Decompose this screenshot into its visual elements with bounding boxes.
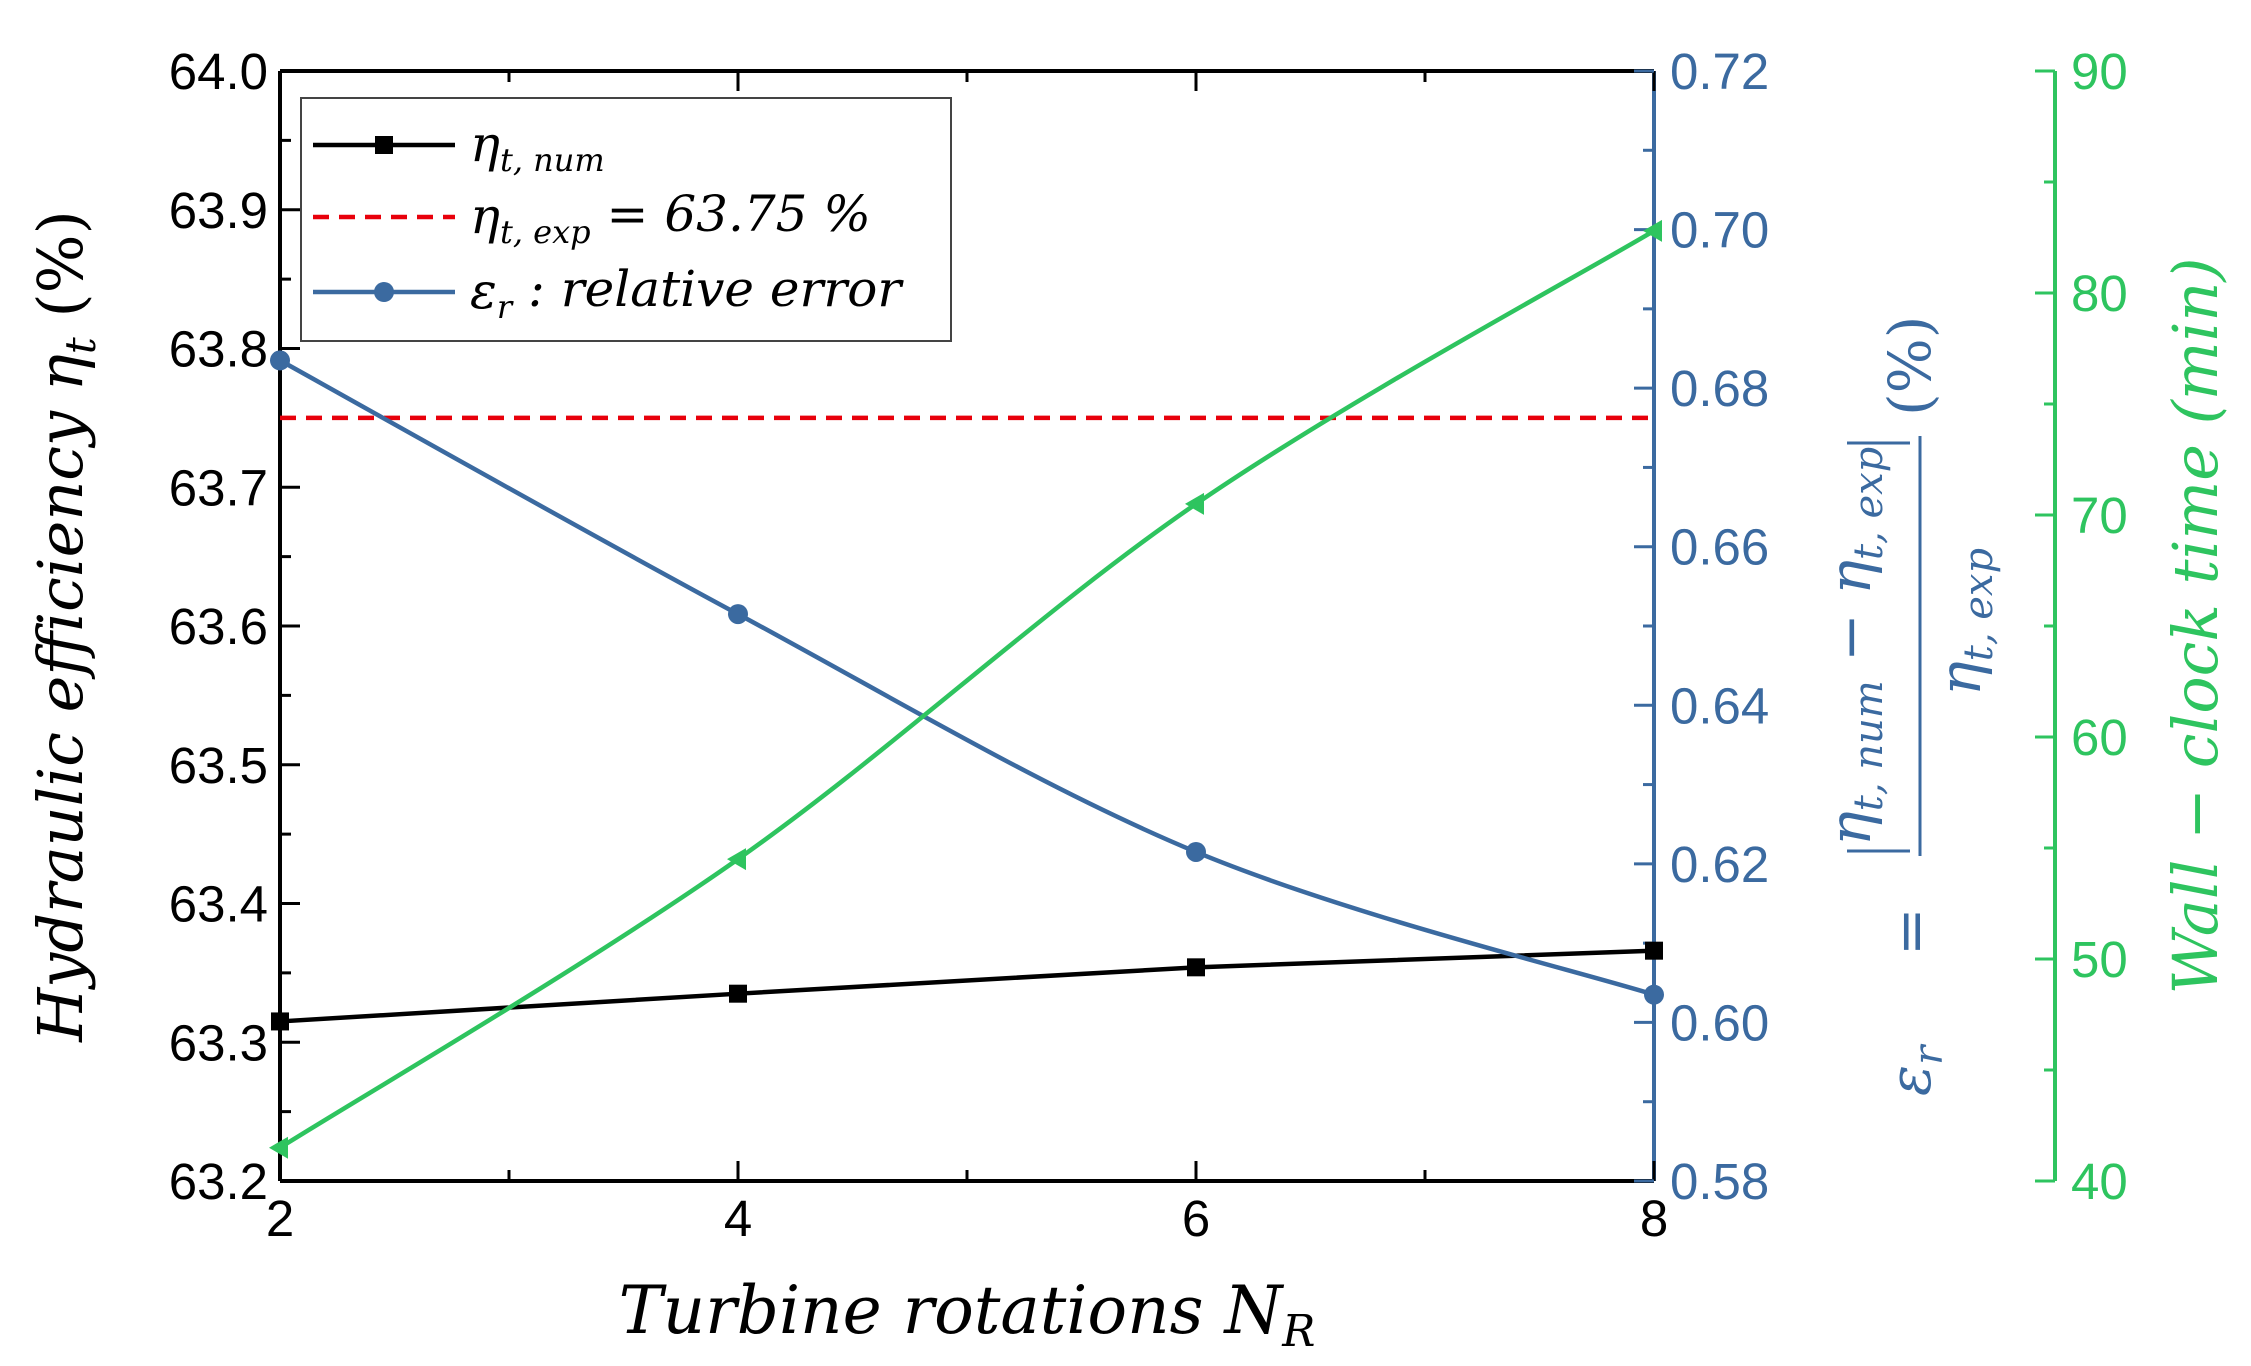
left-tick-label: 63.9 — [169, 182, 268, 239]
right-label-pct: (%) — [1876, 316, 1944, 416]
legend-symbol: η — [470, 115, 500, 173]
series-line — [278, 358, 1655, 997]
data-point — [727, 848, 746, 871]
series-2 — [270, 350, 1664, 1005]
left-axis-label-group: Hydraulic efficiency ηt (%) — [24, 210, 105, 1043]
left-tick-label: 63.2 — [169, 1153, 268, 1210]
data-point — [271, 1012, 289, 1031]
x-tick-label: 6 — [1182, 1190, 1210, 1247]
legend-item: εr : relative error — [313, 260, 904, 326]
data-point — [729, 984, 747, 1003]
data-point — [1643, 219, 1662, 242]
left-label-unit: (%) — [24, 210, 97, 337]
green-tick-label: 50 — [2071, 931, 2128, 988]
legend-label: εr : relative error — [470, 260, 904, 326]
left-tick-label: 63.5 — [169, 737, 268, 794]
data-point — [1644, 984, 1664, 1005]
left-tick-label: 63.3 — [169, 1014, 268, 1071]
right-tick-label: 0.64 — [1670, 677, 1769, 734]
right-label-epsilon: ε — [1876, 1065, 1944, 1096]
series-line — [278, 228, 1656, 1150]
green-axis-label: Wall − clock time (min) — [2159, 257, 2232, 994]
green-tick-label: 60 — [2071, 709, 2128, 766]
data-point — [728, 604, 748, 625]
legend-symbol: η — [470, 187, 500, 245]
data-point — [1186, 841, 1206, 862]
x-axis-label: Turbine rotations NR — [619, 1272, 1316, 1357]
right-label-equals: = — [1876, 907, 1944, 956]
right-label-num-a-sub: t, num — [1846, 680, 1892, 811]
legend-marker — [374, 282, 394, 302]
legend-item: ηt, exp = 63.75 % — [313, 185, 871, 251]
right-label-epsilon-sub: r — [1906, 1043, 1952, 1065]
right-label-den-sub: t, exp — [1956, 548, 2002, 661]
right-label-num-a: η — [1816, 811, 1884, 846]
right-label-den: η — [1926, 661, 1994, 696]
data-point — [269, 1136, 288, 1159]
x-tick-label: 4 — [724, 1190, 752, 1247]
left-axis-label: Hydraulic efficiency ηt (%) — [24, 210, 105, 1043]
right-label-num-b-sub: t, exp — [1846, 447, 1892, 560]
green-tick-label: 80 — [2071, 265, 2128, 322]
green-tick-label: 90 — [2071, 43, 2128, 100]
right-tick-label: 0.68 — [1670, 360, 1769, 417]
left-tick-label: 64.0 — [169, 43, 268, 100]
x-tick-label: 8 — [1640, 1190, 1668, 1247]
right-tick-label: 0.70 — [1670, 202, 1769, 259]
x-axis-label-subscript: R — [1281, 1306, 1315, 1357]
right-label-minus: − — [1816, 595, 1884, 680]
legend-subscript: t, exp — [500, 213, 591, 251]
legend-box — [300, 97, 952, 342]
right-label-denominator: ηt, exp — [1926, 548, 2002, 696]
right-label-numerator: ηt, num − ηt, exp — [1816, 447, 1892, 846]
left-tick-label: 63.7 — [169, 459, 268, 516]
right-tick-label: 0.60 — [1670, 994, 1769, 1051]
legend-subscript: t, num — [500, 141, 605, 179]
series-line — [279, 948, 1655, 1024]
legend-subscript: r — [497, 288, 514, 326]
left-tick-label: 63.4 — [169, 876, 268, 933]
data-point — [1185, 492, 1204, 515]
left-label-subscript: t — [56, 337, 105, 354]
data-point — [1645, 941, 1663, 960]
legend-marker — [375, 136, 393, 154]
legend-label: ηt, exp = 63.75 % — [470, 185, 871, 251]
right-tick-label: 0.72 — [1670, 43, 1769, 100]
right-tick-label: 0.62 — [1670, 836, 1769, 893]
x-tick-label: 2 — [266, 1190, 294, 1247]
green-tick-label: 40 — [2071, 1153, 2128, 1210]
data-point — [1187, 958, 1205, 977]
left-tick-label: 63.6 — [169, 598, 268, 655]
legend-label: ηt, num — [470, 115, 605, 179]
x-axis-label-text: Turbine rotations N — [619, 1272, 1285, 1349]
green-axis-label-group: Wall − clock time (min) — [2159, 257, 2232, 994]
right-label-eq: = — [1876, 907, 1944, 956]
data-point — [270, 350, 290, 371]
right-tick-label: 0.66 — [1670, 519, 1769, 576]
legend-tail: = 63.75 % — [591, 185, 871, 243]
right-label-percent: (%) — [1876, 316, 1944, 416]
right-tick-label: 0.58 — [1670, 1153, 1769, 1210]
series-0 — [271, 941, 1663, 1031]
right-label-num-b: η — [1816, 560, 1884, 595]
legend-symbol: ε — [470, 262, 497, 320]
left-tick-label: 63.8 — [169, 321, 268, 378]
left-label-text: Hydraulic efficiency η — [24, 354, 97, 1043]
legend-item: ηt, num — [313, 115, 605, 179]
right-label-lhs: εr — [1876, 1043, 1952, 1096]
green-tick-label: 70 — [2071, 487, 2128, 544]
series-3 — [269, 219, 1662, 1159]
legend-tail: : relative error — [512, 260, 904, 318]
